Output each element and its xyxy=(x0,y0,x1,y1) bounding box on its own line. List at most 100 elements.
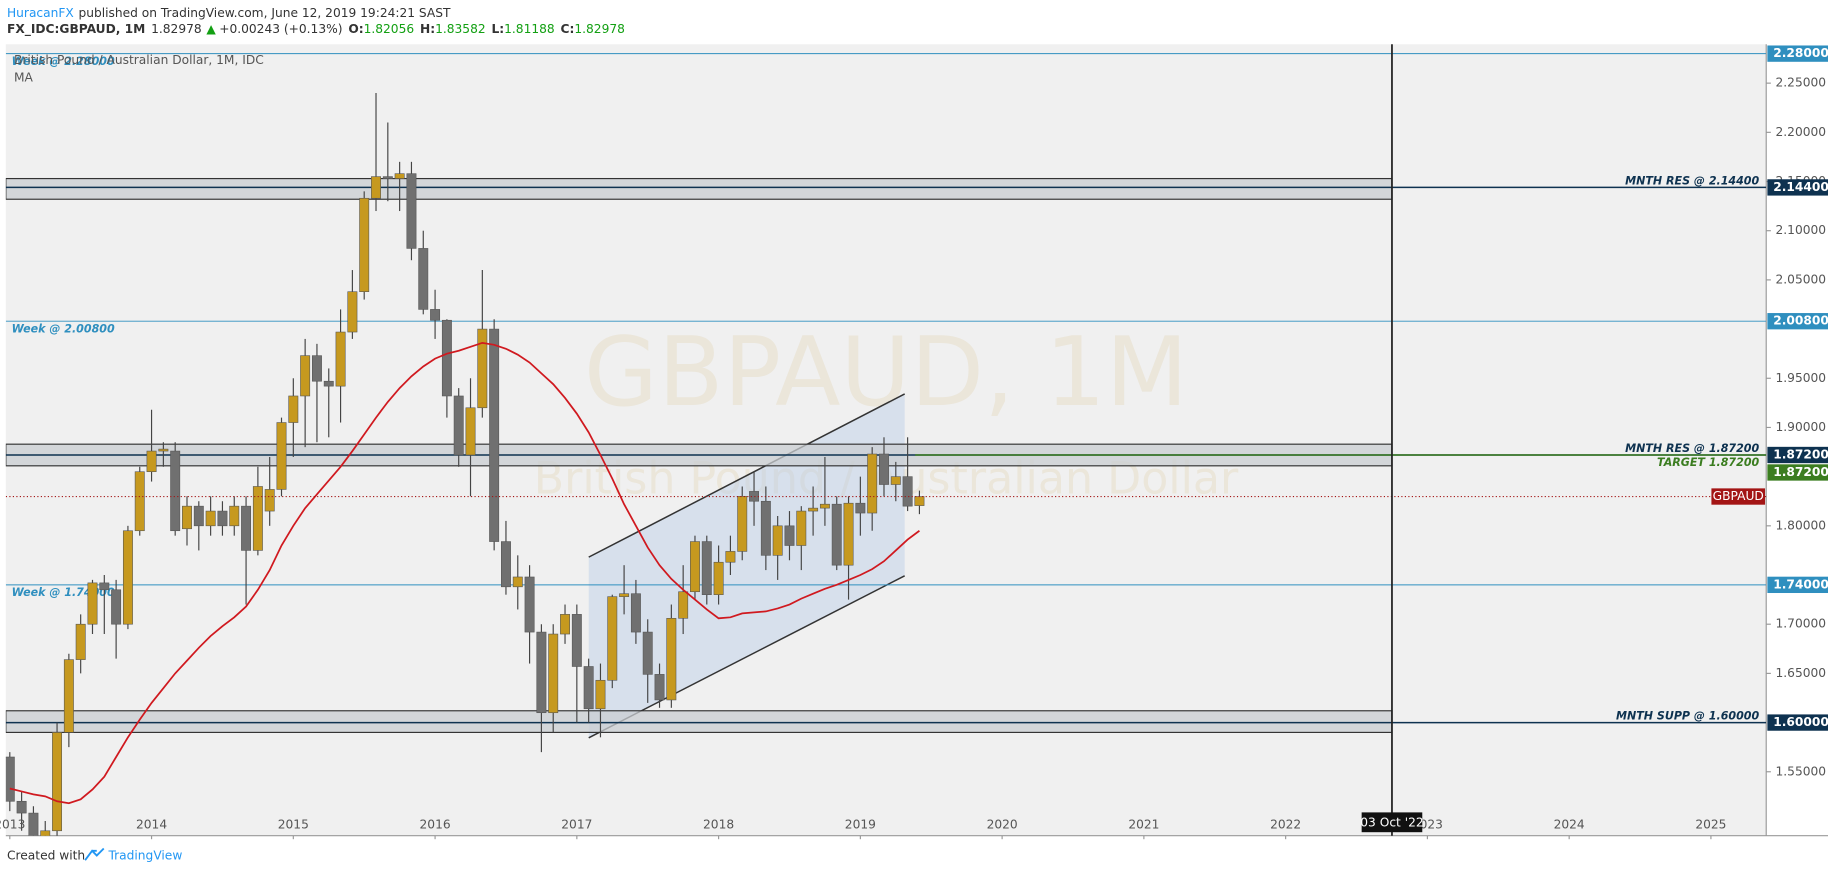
candle-body xyxy=(654,674,665,701)
candle-body xyxy=(560,614,570,635)
price-tag xyxy=(1767,714,1828,731)
candle-body xyxy=(252,486,263,551)
x-tick-label: 2022 xyxy=(1270,818,1301,832)
price-tag xyxy=(1767,446,1828,464)
candle-body xyxy=(512,576,523,588)
candle-body xyxy=(465,407,476,456)
x-tick-label: 2024 xyxy=(1554,818,1585,832)
candle-body xyxy=(914,496,925,506)
candle-body xyxy=(784,525,795,546)
candle-body xyxy=(75,623,86,660)
y-tick-label: 2.25000 xyxy=(1776,76,1827,90)
x-tick-label: 2014 xyxy=(136,818,167,832)
header-line-2: FX_IDC:GBPAUD, 1M 1.82978 ▲ +0.00243 (+0.13… xyxy=(7,22,625,37)
candle-body xyxy=(831,503,842,566)
x-tick-label: 2017 xyxy=(561,818,592,832)
candle-body xyxy=(52,732,63,832)
candle-body xyxy=(205,510,216,527)
candle-body xyxy=(193,505,204,527)
candle-body xyxy=(300,355,311,397)
x-tick-label: 2025 xyxy=(1695,818,1726,832)
candle-body xyxy=(323,380,334,387)
price-tag-label: 2.28000 xyxy=(1773,46,1828,60)
candle-body xyxy=(583,666,594,710)
candle-body xyxy=(158,448,169,452)
y-tick-label: 1.65000 xyxy=(1776,666,1827,680)
candle-body xyxy=(489,328,500,542)
y-tick-label: 1.90000 xyxy=(1776,420,1827,434)
ohlc-label: O: xyxy=(348,22,363,36)
candle-body xyxy=(382,176,393,179)
price-tag-label: 1.87200 xyxy=(1773,465,1828,479)
candle-body xyxy=(264,489,275,512)
plot-background xyxy=(5,44,1767,836)
candle-body xyxy=(28,812,39,836)
candle-body xyxy=(217,510,228,527)
candle-body xyxy=(146,450,157,473)
ohlc-label: H: xyxy=(420,22,435,36)
candle-body xyxy=(111,589,122,625)
zone xyxy=(5,177,1393,200)
candle-body xyxy=(441,319,452,397)
candle-body xyxy=(690,541,700,593)
symbol: FX_IDC:GBPAUD, 1M xyxy=(7,22,145,37)
price-tag xyxy=(1767,179,1828,196)
y-tick-label: 2.20000 xyxy=(1776,125,1827,139)
candle-body xyxy=(843,502,854,566)
footer: Created with TradingView xyxy=(7,848,182,862)
candle-body xyxy=(170,450,181,532)
footer-brand[interactable]: TradingView xyxy=(107,848,182,862)
ohlc-value: 1.81188 xyxy=(504,22,555,36)
header-line-1: HuracanFX published on TradingView.com, J… xyxy=(7,5,451,19)
candle-body xyxy=(737,496,748,552)
candle-body xyxy=(619,593,630,597)
candle-body xyxy=(418,248,429,310)
ohlc-value: 1.82056 xyxy=(364,22,415,36)
y-tick-label: 1.80000 xyxy=(1776,518,1827,532)
candle-body xyxy=(890,476,901,485)
price-tag-label: 1.74000 xyxy=(1773,577,1828,591)
candle-body xyxy=(524,576,535,633)
candle-body xyxy=(182,505,192,530)
candle-body xyxy=(477,328,488,409)
price-tag-label: 1.60000 xyxy=(1773,715,1828,729)
author[interactable]: HuracanFX xyxy=(7,5,74,19)
watermark: GBPAUD, 1M xyxy=(584,316,1188,428)
candle-body xyxy=(453,395,464,456)
ma-line xyxy=(9,341,920,805)
crosshair-tag xyxy=(1361,812,1423,833)
candle-body xyxy=(134,471,145,532)
candle-body xyxy=(394,173,405,179)
x-tick-label: 2019 xyxy=(845,818,876,832)
price-tag xyxy=(1767,464,1828,481)
candle-body xyxy=(359,197,370,292)
legend-symbol: British Pound / Australian Dollar, 1M, I… xyxy=(14,53,264,67)
x-tick-label: 2018 xyxy=(703,818,734,832)
ohlc-label: C: xyxy=(561,22,575,36)
candle-body xyxy=(571,614,582,667)
channel-line xyxy=(588,393,906,558)
candle-body xyxy=(701,541,712,595)
candle-body xyxy=(371,176,381,199)
candle-body xyxy=(855,502,866,514)
legend-ma: MA xyxy=(14,71,34,85)
candle-body xyxy=(713,561,724,595)
candle-body xyxy=(607,596,618,681)
x-tick-label: 2020 xyxy=(987,818,1018,832)
y-tick-label: 2.10000 xyxy=(1776,223,1827,237)
price-tag xyxy=(1767,45,1828,62)
candle-body xyxy=(5,756,15,802)
candle-body xyxy=(276,422,287,490)
candle-body xyxy=(311,355,322,382)
candle-body xyxy=(666,618,677,701)
crosshair-label: 03 Oct '22 xyxy=(1360,815,1423,829)
ohlc-value: 1.83582 xyxy=(435,22,486,36)
change: +0.00243 (+0.13%) xyxy=(219,22,342,36)
candle-body xyxy=(288,395,299,423)
candle-body xyxy=(122,530,133,625)
price-tag xyxy=(1767,576,1828,594)
candle-body xyxy=(40,830,51,836)
last-price-tag xyxy=(1711,488,1766,505)
